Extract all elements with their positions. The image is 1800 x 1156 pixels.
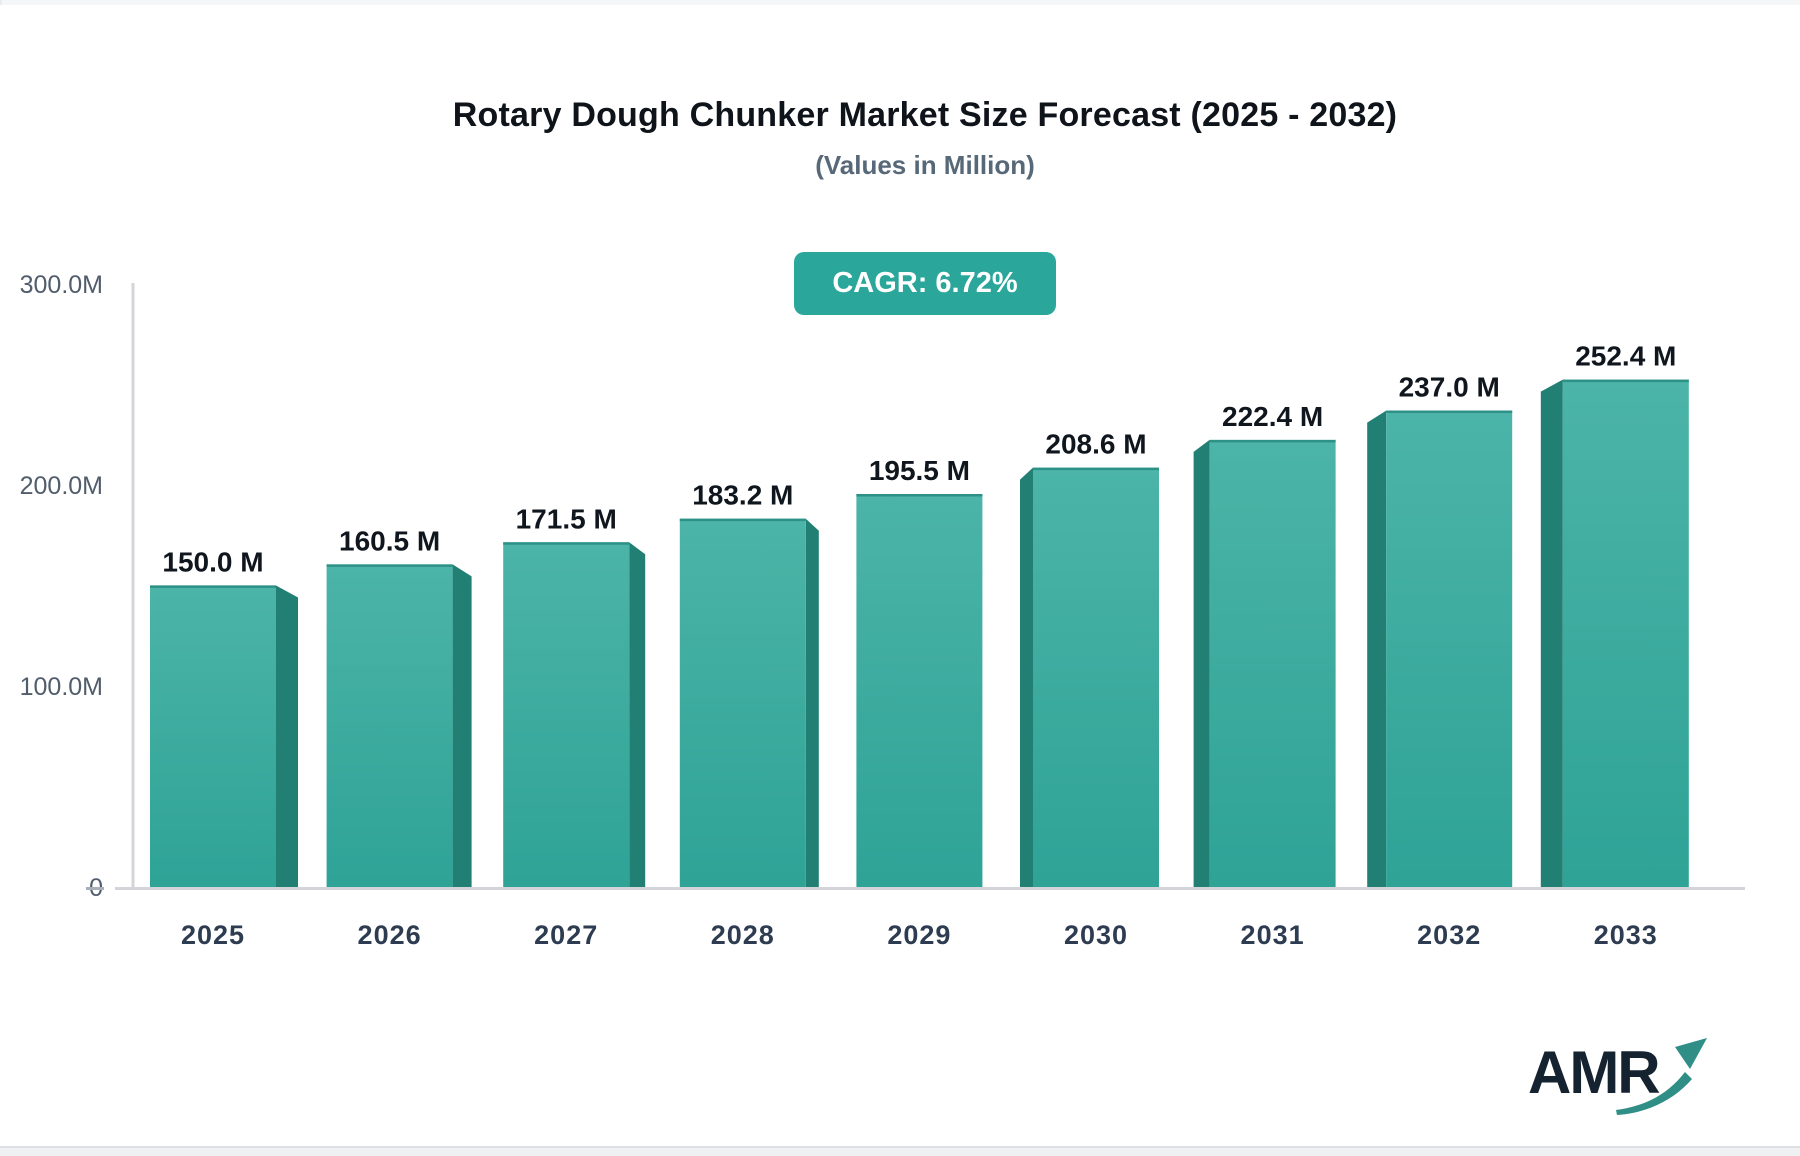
bar-side — [1540, 379, 1563, 887]
bar-side — [805, 518, 819, 887]
cagr-badge-row: CAGR: 6.72% — [50, 252, 1800, 315]
growth-arrow-icon — [1616, 1038, 1707, 1115]
x-tick-label: 2027 — [534, 920, 598, 950]
bar-value-label: 208.6 M — [1045, 429, 1146, 460]
page-top-edge — [0, 0, 1800, 5]
bar-2026 — [326, 564, 453, 887]
chart-subtitle: (Values in Million) — [815, 150, 1035, 180]
bar-value-label: 183.2 M — [692, 480, 793, 511]
bar-value-label: 150.0 M — [162, 546, 263, 577]
page-bottom-edge — [0, 1146, 1800, 1156]
bar-side — [276, 585, 298, 887]
bar-side — [629, 542, 646, 887]
y-tick-label: 300.0M — [20, 271, 103, 299]
y-tick-label: 200.0M — [20, 472, 103, 500]
bar-2032 — [1386, 410, 1513, 887]
bar-2029 — [856, 494, 983, 887]
bar-2025 — [150, 585, 276, 887]
bar-2031 — [1209, 439, 1336, 887]
bar-chart: 150.0 M 2025 160.5 M 2026 171.5 M 2027 183.2 M… — [20, 271, 1745, 950]
bar-side — [1193, 439, 1210, 887]
cagr-badge: CAGR: 6.72% — [794, 252, 1056, 315]
bar-2030 — [1033, 467, 1159, 887]
x-tick-label: 2026 — [358, 920, 422, 950]
bar-side — [452, 564, 472, 887]
x-tick-label: 2030 — [1064, 920, 1128, 950]
x-tick-label: 2031 — [1241, 920, 1305, 950]
amr-logo-text: AMR — [1528, 1039, 1661, 1106]
bar-2033 — [1562, 379, 1689, 887]
bar-value-label: 195.5 M — [869, 455, 970, 486]
bar-2027 — [503, 542, 630, 887]
chart-title: Rotary Dough Chunker Market Size Forecas… — [452, 96, 1398, 134]
y-tick-label: 100.0M — [20, 673, 103, 701]
bar-value-label: 160.5 M — [339, 525, 440, 556]
x-tick-label: 2033 — [1594, 920, 1658, 950]
bar-value-label: 237.0 M — [1399, 372, 1500, 403]
bar-side — [1367, 410, 1387, 887]
bar-value-label: 252.4 M — [1575, 341, 1676, 372]
x-tick-label: 2028 — [711, 920, 775, 950]
x-tick-label: 2025 — [181, 920, 245, 950]
bar-value-label: 222.4 M — [1222, 401, 1323, 432]
x-tick-label: 2032 — [1417, 920, 1481, 950]
x-tick-label: 2029 — [887, 920, 951, 950]
bar-value-label: 171.5 M — [516, 503, 617, 534]
bar-2028 — [679, 518, 806, 887]
bar-side — [1020, 467, 1033, 887]
amr-logo: AMR — [1528, 1026, 1738, 1126]
